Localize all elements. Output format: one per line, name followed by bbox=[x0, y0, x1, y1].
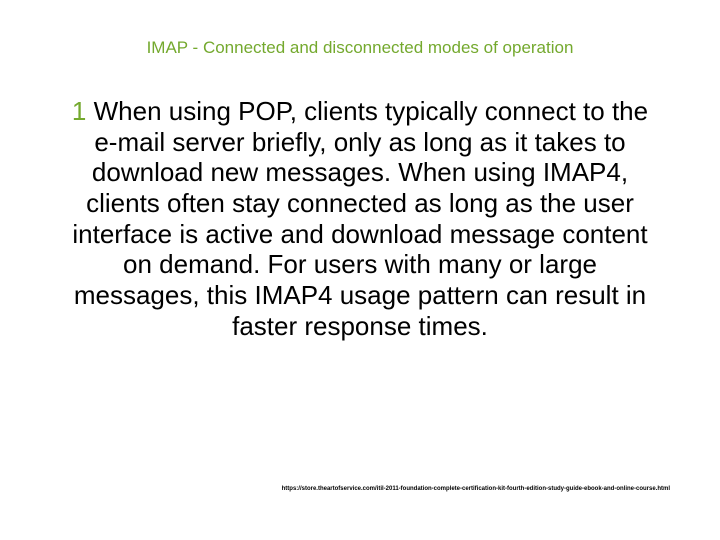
bullet-number: 1 bbox=[72, 96, 86, 126]
slide: IMAP - Connected and disconnected modes … bbox=[0, 0, 720, 540]
body-content: When using POP, clients typically connec… bbox=[72, 96, 648, 341]
slide-title: IMAP - Connected and disconnected modes … bbox=[50, 38, 670, 58]
slide-body: 1 When using POP, clients typically conn… bbox=[50, 96, 670, 341]
footer-link: https://store.theartofservice.com/itil-2… bbox=[282, 486, 670, 492]
